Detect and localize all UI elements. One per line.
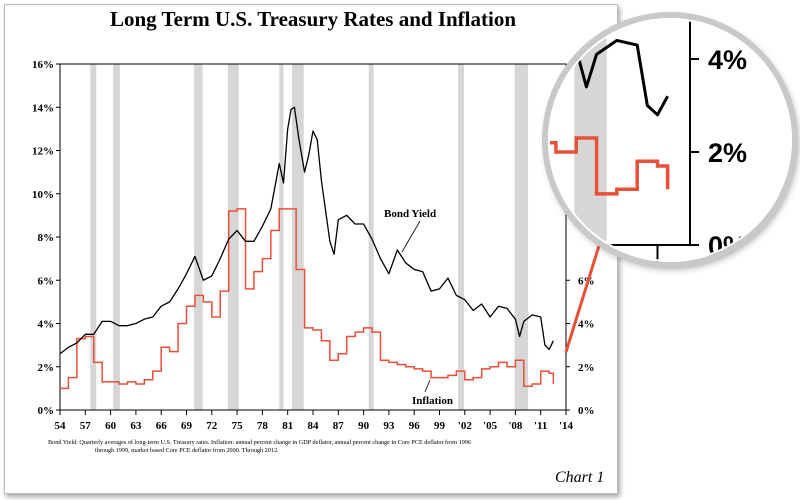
bond-yield-label: Bond Yield: [384, 208, 436, 220]
x-tick-label: '14: [559, 420, 574, 432]
zoom-magnifier: 4%2%0%: [542, 12, 798, 268]
recession-band-4: [279, 64, 284, 410]
recession-bands: [90, 64, 529, 410]
recession-band-5: [291, 64, 304, 410]
y-axis-left: 0% 2% 4% 6% 8% 10% 12% 14% 16%: [32, 59, 60, 417]
zoom-inflation-line: [545, 136, 670, 196]
y-right-tick-label: 0%: [578, 405, 595, 417]
x-tick-label: 81: [282, 420, 293, 432]
y-tick-label: 16%: [32, 59, 54, 71]
x-tick-label: 96: [409, 420, 421, 432]
bond-yield-label-pointer: [401, 220, 421, 253]
x-tick-label: 75: [232, 420, 244, 432]
x-tick-label: '05: [483, 420, 498, 432]
chart-number: Chart 1: [555, 469, 604, 486]
x-tick-label: 57: [80, 420, 92, 432]
x-tick-label: 69: [181, 420, 193, 432]
footnote-line-2: through 1999, market based Core PCE defl…: [95, 447, 279, 454]
x-tick-label: 78: [257, 420, 269, 432]
x-tick-label: '02: [458, 420, 473, 432]
bond-yield-series-line: [60, 106, 554, 355]
recession-band-7: [458, 64, 464, 410]
footnote-line-1: Bond Yield: Quarterly averages of long-t…: [48, 439, 471, 446]
recession-band-3: [227, 64, 239, 410]
y-tick-label: 2%: [38, 362, 55, 374]
x-tick-label: 84: [308, 420, 320, 432]
chart-title: Long Term U.S. Treasury Rates and Inflat…: [110, 7, 516, 31]
inflation-label-pointer: [424, 379, 431, 393]
y-tick-label: 4%: [38, 319, 55, 331]
x-tick-label: 66: [156, 420, 168, 432]
recession-band-2: [194, 64, 203, 410]
x-axis: 54 57 60 63 66 69 72 75 78 81 84 87 90 93 96 99 '02 '05 '0…: [55, 410, 574, 432]
y-tick-label: 6%: [38, 275, 55, 287]
x-tick-label: 99: [434, 420, 446, 432]
x-tick-label: '08: [508, 420, 523, 432]
x-tick-label: 72: [206, 420, 218, 432]
x-tick-label: '11: [534, 420, 547, 432]
y-right-tick-label: 2%: [578, 362, 595, 374]
x-tick-label: 63: [130, 420, 142, 432]
recession-band-1: [113, 64, 120, 410]
zoom-y-tick-label: 4%: [708, 45, 747, 75]
x-tick-label: 90: [358, 420, 370, 432]
y-tick-label: 12%: [32, 146, 54, 158]
y-tick-label: 8%: [38, 232, 55, 244]
inflation-series-line: [60, 208, 555, 390]
y-tick-label: 0%: [38, 405, 55, 417]
y-right-tick-label: 4%: [578, 319, 595, 331]
recession-band-8: [514, 64, 529, 410]
x-tick-label: 54: [55, 420, 67, 432]
x-tick-label: 60: [105, 420, 117, 432]
inflation-label: Inflation: [412, 395, 453, 407]
y-axis-right: 0%2%4%6%: [566, 275, 595, 417]
plot-area-border: [59, 63, 567, 411]
y-tick-label: 10%: [32, 189, 54, 201]
x-tick-label: 93: [383, 420, 395, 432]
zoom-y-tick-label: 2%: [708, 138, 747, 168]
y-tick-label: 14%: [32, 102, 54, 114]
recession-band-0: [90, 64, 97, 410]
x-tick-label: 87: [333, 420, 345, 432]
